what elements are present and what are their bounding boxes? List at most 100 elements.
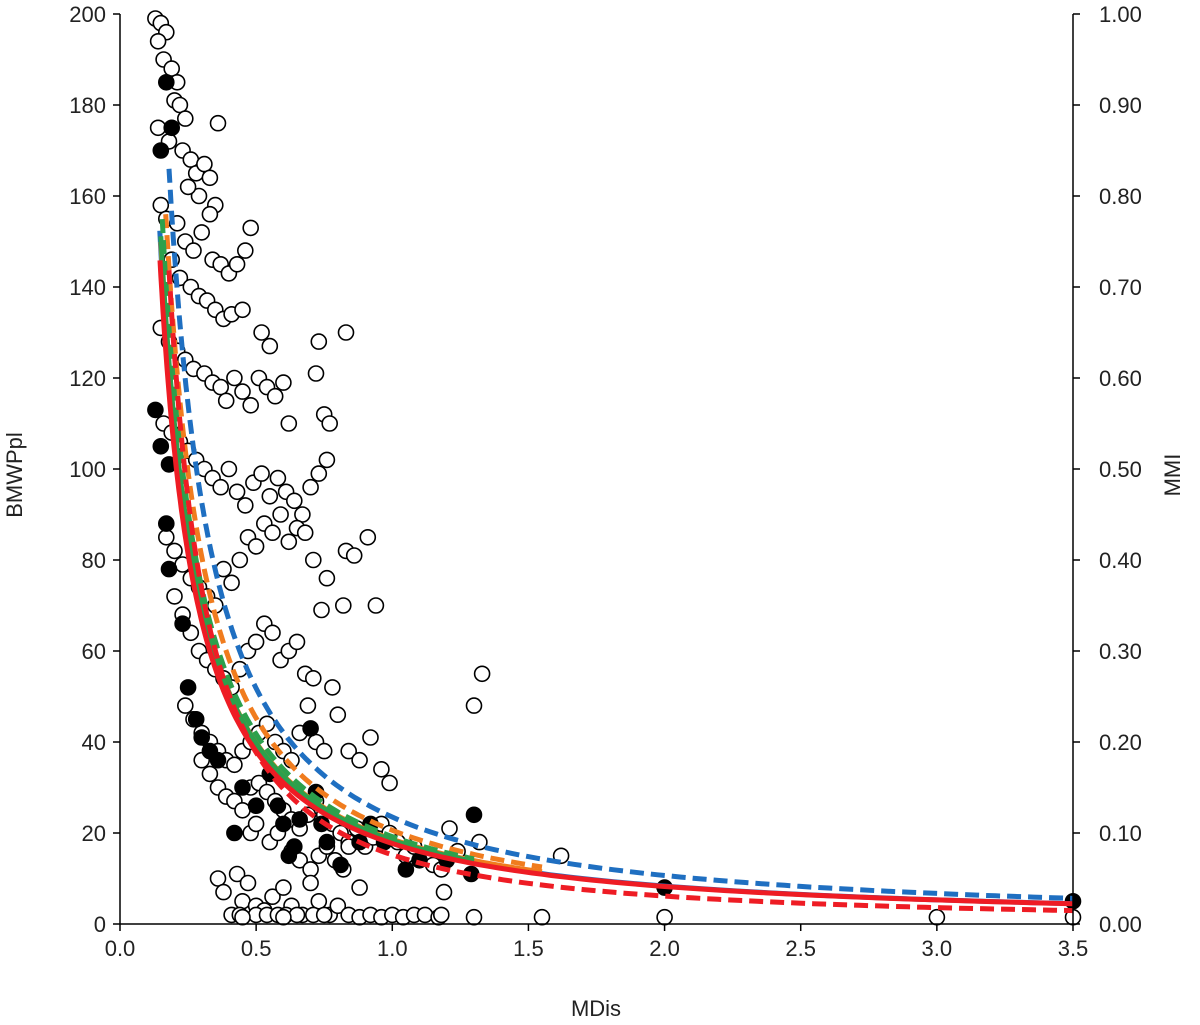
open-point [212,478,229,496]
y-tick-label: 160 [69,184,106,209]
open-point [288,633,306,651]
filled-point [302,720,319,737]
open-point [337,324,355,341]
open-point [234,892,251,910]
open-point [234,301,251,319]
open-point [247,633,265,651]
y-tick-label: 120 [69,366,106,391]
y-tick-label: 0 [94,912,106,937]
y-tick-label: 100 [69,457,106,482]
open-point [373,760,390,778]
open-point [182,151,200,168]
open-point [310,892,328,910]
open-point [234,908,251,926]
y2-tick-label: 0.30 [1099,639,1142,664]
open-point [334,597,352,614]
y2-tick-label: 0.40 [1099,548,1142,573]
open-point [261,487,279,505]
open-point [253,465,270,482]
open-point [275,908,292,926]
fit-curves [157,168,1074,914]
open-point [212,378,229,396]
open-point [381,774,398,792]
open-point [280,533,298,551]
open-point [163,60,180,77]
open-point [465,908,483,926]
open-point [239,874,257,892]
tick-labels: 0.0 0.5 1.0 1.5 2.0 2.5 3.0 3.5 0 20 40 60 80 100 120 1… [69,2,1142,961]
open-point [928,908,946,926]
open-point [231,551,249,569]
open-point [533,908,551,926]
fit-curve-dashed [166,168,1074,901]
open-point [158,528,175,546]
open-point [201,169,219,187]
y-tick-label: 20 [82,821,106,846]
open-point [310,333,328,350]
open-point [280,415,298,432]
open-point [264,524,281,542]
filled-point [465,806,483,824]
open-point [340,742,358,760]
filled-point [160,560,178,578]
y-tick-label: 40 [82,730,106,755]
open-point [329,706,347,724]
x-tick-label: 2.0 [649,936,680,961]
open-point [242,219,259,237]
y-tick-label: 140 [69,275,106,300]
x-tick-label: 2.5 [785,936,816,961]
open-point [471,833,488,851]
open-point [299,697,317,714]
y2-tick-label: 1.00 [1099,2,1142,27]
y2-tick-label: 0.00 [1099,912,1142,937]
open-point [302,874,319,892]
y-axis-title: BMWPpl [2,432,27,518]
open-point [656,908,673,926]
open-point [209,870,227,887]
open-point [272,506,289,523]
y2-axis-title: MMI [1160,454,1185,497]
filled-point [397,861,415,878]
open-point [275,374,292,391]
open-point [166,588,183,605]
open-point [242,396,259,414]
open-point [416,906,434,924]
open-point [185,242,202,259]
open-point [177,697,194,714]
y-tick-label: 180 [69,93,106,118]
open-point [435,883,453,901]
filled-point [201,742,219,760]
y-tick-label: 80 [82,548,106,573]
filled-point [318,833,336,851]
open-point [441,820,458,837]
y-tick-label: 200 [69,2,106,27]
open-point [318,569,336,587]
open-point [296,524,314,542]
open-point [226,756,243,774]
y2-tick-label: 0.90 [1099,93,1142,118]
open-point [324,679,341,696]
open-point [310,465,328,482]
open-point [432,906,450,924]
open-point [228,255,246,273]
open-point [190,187,208,205]
open-point [285,492,303,510]
open-point [149,32,167,50]
open-point [193,224,210,241]
open-point [313,601,330,619]
x-tick-label: 3.0 [922,936,953,961]
open-point [220,460,238,478]
open-point [237,242,254,259]
open-point [465,697,483,714]
x-tick-label: 0.0 [105,936,136,961]
open-point [266,387,284,405]
x-tick-label: 1.5 [513,936,544,961]
filled-point [152,437,170,455]
open-point [237,497,254,514]
open-point [215,883,232,901]
open-point [302,478,319,496]
open-point [152,196,170,214]
x-tick-label: 3.5 [1058,936,1089,961]
open-point [209,114,227,132]
filled-point [174,615,191,633]
